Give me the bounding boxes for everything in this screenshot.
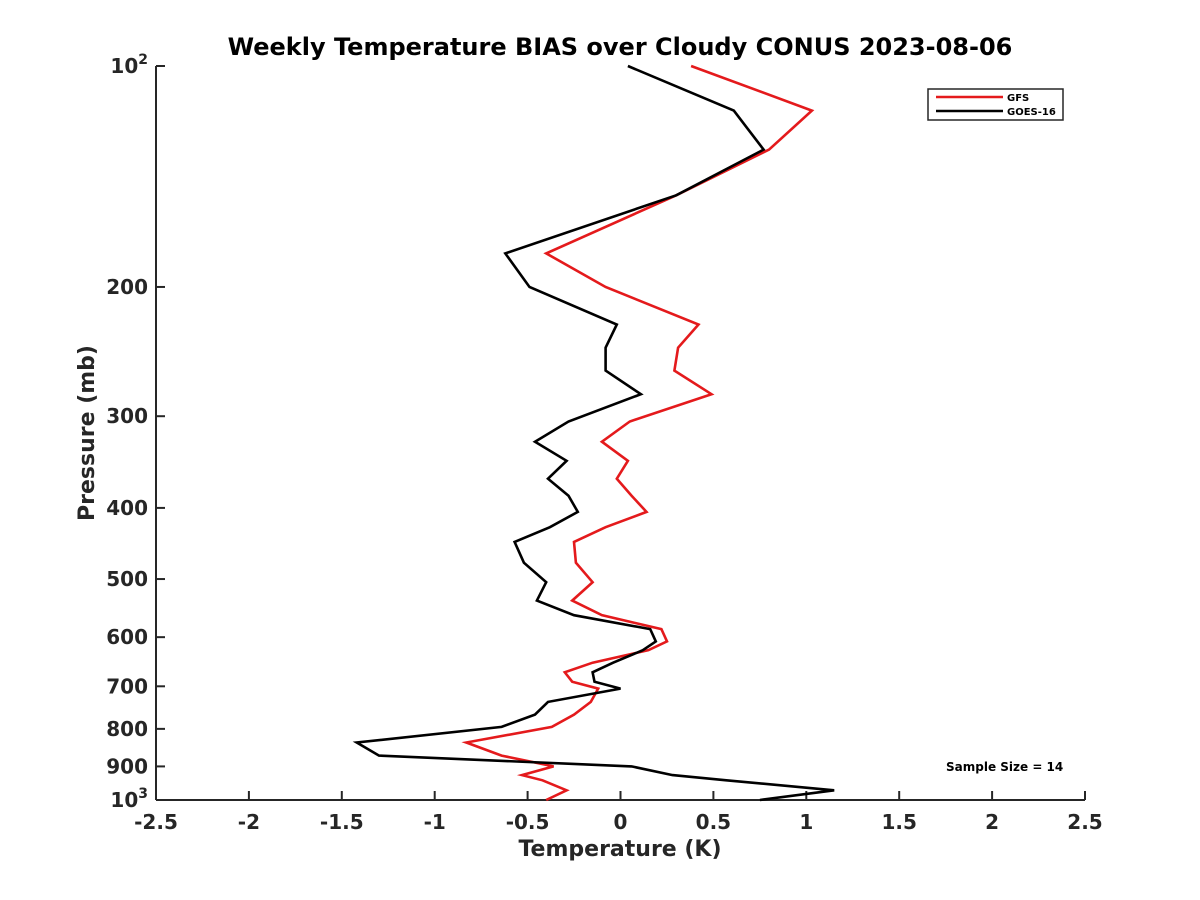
x-tick-label: -1	[424, 810, 446, 834]
y-tick-label: 103	[110, 786, 148, 812]
y-tick-label: 200	[106, 275, 148, 299]
series-line-goes16	[352, 64, 835, 802]
x-tick-label: -2	[238, 810, 260, 834]
y-tick-label: 800	[106, 717, 148, 741]
y-tick-label: 900	[106, 754, 148, 778]
series-lines	[352, 64, 835, 802]
x-tick-label: 1.5	[881, 810, 916, 834]
legend-label-goes16: GOES-16	[1007, 107, 1056, 118]
x-tick-label: 2	[985, 810, 999, 834]
axis-ticks: -2.5 -2 -1.5 -1 -0.5 0 0.5 1 1.5 2 2.5 102 200 300 400…	[106, 52, 1102, 834]
y-tick-label: 300	[106, 404, 148, 428]
y-tick-label: 600	[106, 625, 148, 649]
legend: GFS GOES-16	[927, 88, 1064, 121]
chart-title: Weekly Temperature BIAS over Cloudy CONU…	[228, 33, 1013, 61]
x-tick-label: -2.5	[134, 810, 178, 834]
series-line-gfs	[461, 64, 815, 802]
sample-size-annotation: Sample Size = 14	[946, 760, 1063, 774]
x-tick-label: -1.5	[320, 810, 364, 834]
legend-label-gfs: GFS	[1007, 93, 1029, 104]
y-tick-label: 400	[106, 496, 148, 520]
x-tick-label: 1	[799, 810, 813, 834]
y-axis-label: Pressure (mb)	[75, 345, 100, 521]
y-tick-label: 700	[106, 674, 148, 698]
y-tick-label: 500	[106, 567, 148, 591]
x-tick-label: -0.5	[506, 810, 550, 834]
y-tick-label: 102	[110, 52, 148, 78]
x-axis-label: Temperature (K)	[518, 837, 721, 862]
x-tick-label: 0.5	[696, 810, 731, 834]
x-tick-label: 0	[614, 810, 628, 834]
legend-box	[927, 88, 1064, 121]
x-tick-label: 2.5	[1067, 810, 1102, 834]
